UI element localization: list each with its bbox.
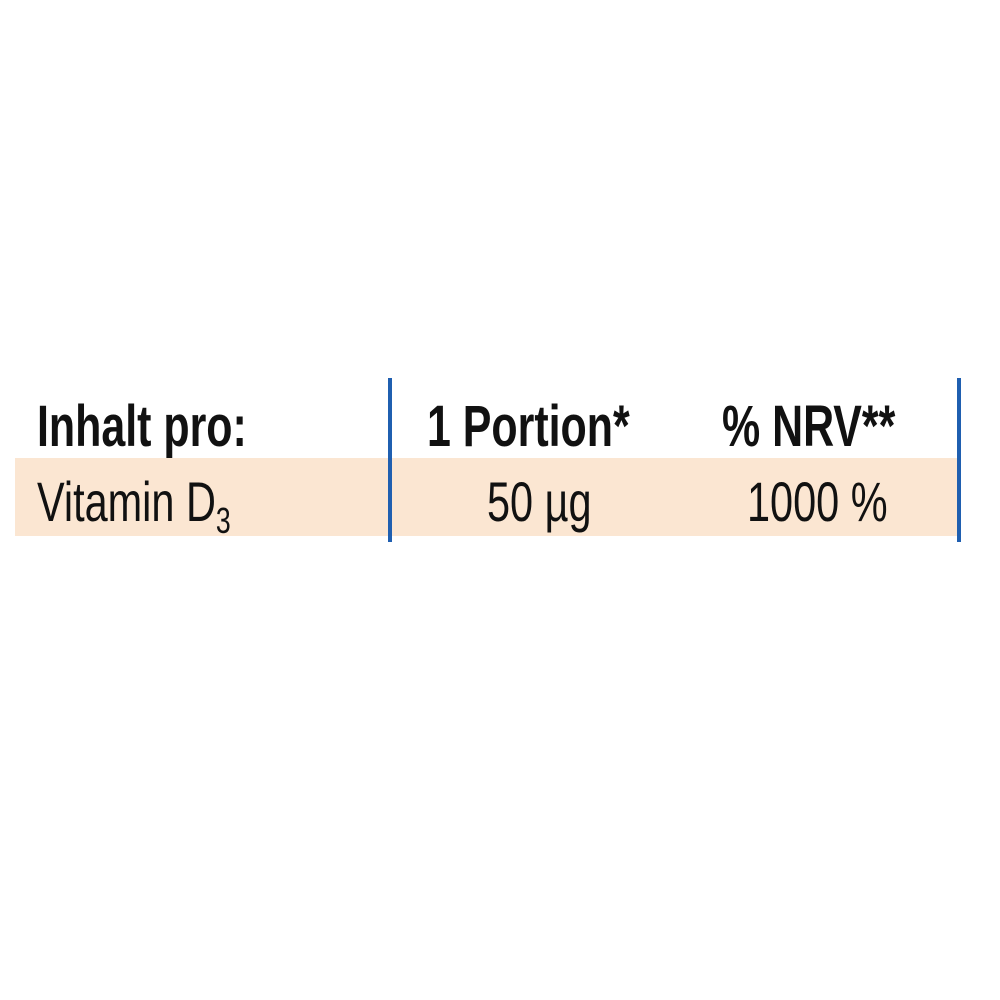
header-nrv: % NRV** [722,394,896,459]
nrv-value: 1000 % [747,470,888,533]
nutrient-subscript: 3 [215,500,231,541]
column-divider [388,378,392,542]
nutrient-name: Vitamin D3 [37,474,231,539]
header-content-per: Inhalt pro: [37,394,247,459]
portion-value: 50 µg [487,470,592,533]
column-divider [957,378,961,542]
header-portion: 1 Portion* [427,394,630,459]
nutrient-label: Vitamin D [37,470,216,533]
row-background [15,458,960,536]
